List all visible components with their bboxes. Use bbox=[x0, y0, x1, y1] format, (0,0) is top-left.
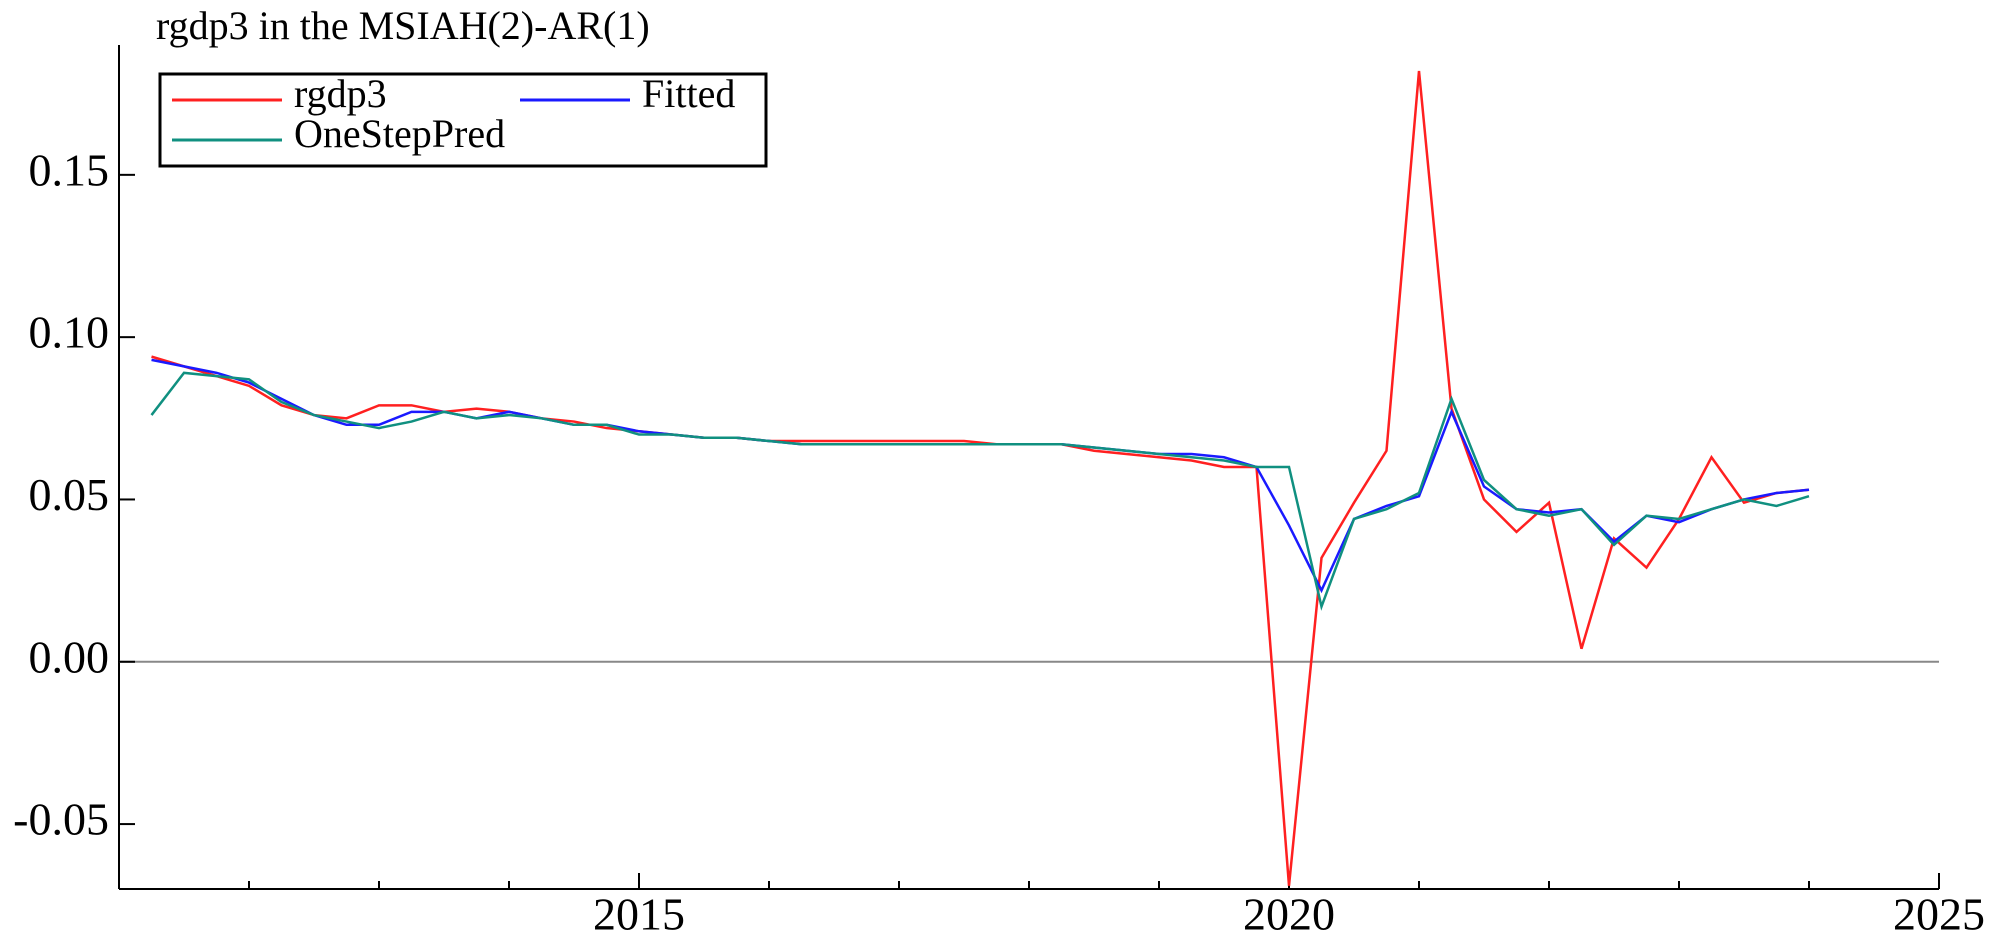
x-tick-label: 2020 bbox=[1243, 889, 1335, 940]
y-tick-label: 0.15 bbox=[29, 144, 110, 195]
series-line bbox=[150, 371, 1810, 611]
legend-box bbox=[158, 72, 768, 168]
legend-label: OneStepPred bbox=[294, 111, 505, 156]
series-line bbox=[151, 70, 1810, 886]
x-tick-label: 2025 bbox=[1893, 889, 1985, 940]
y-tick-label: 0.10 bbox=[29, 307, 110, 358]
y-tick-label: 0.00 bbox=[29, 631, 110, 682]
chart-title: rgdp3 in the MSIAH(2)-AR(1) bbox=[156, 3, 650, 48]
x-tick-label: 2015 bbox=[593, 889, 685, 940]
y-tick-label: -0.05 bbox=[13, 794, 109, 845]
y-tick-label: 0.05 bbox=[29, 469, 110, 520]
legend-label: Fitted bbox=[642, 71, 735, 116]
legend-label: rgdp3 bbox=[294, 71, 387, 116]
